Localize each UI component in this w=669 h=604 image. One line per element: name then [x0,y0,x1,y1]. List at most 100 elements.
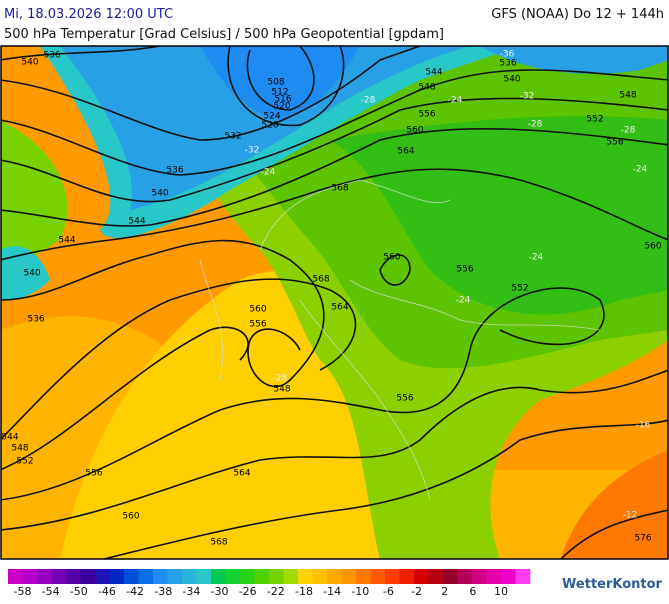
colorbar-swatch [182,569,197,584]
temperature-label: -28 [621,126,636,136]
colorbar-swatch [109,569,125,584]
contour-label: 564 [233,469,250,479]
contour-label: 556 [249,320,266,330]
contour-label: 532 [224,132,241,142]
contour-label: 556 [456,265,473,275]
colorbar-label: 10 [494,585,508,598]
colorbar-swatch [501,569,516,584]
colorbar-swatch [356,569,371,584]
colorbar-swatch [22,569,38,584]
colorbar-swatch [225,569,241,584]
colorbar-label: -30 [211,585,229,598]
colorbar-swatch [80,569,96,584]
contour-label: 540 [23,269,40,279]
colorbar-label: -26 [239,585,257,598]
colorbar-swatch [370,569,386,584]
colorbar-label: -50 [70,585,88,598]
colorbar-swatch [37,569,52,584]
contour-label: 536 [499,59,516,69]
colorbar-swatch [153,569,168,584]
colorbar-swatch [240,569,255,584]
contour-label: 544 [1,433,18,443]
brand-logo: WetterKontor [562,577,663,592]
contour-label: 556 [396,394,413,404]
contour-label: 548 [11,444,28,454]
colorbar-swatch [385,569,400,584]
colorbar-swatch [283,569,299,584]
contour-label: 536 [27,315,44,325]
temperature-label: -24 [261,168,276,178]
temperature-label: -28 [361,96,376,106]
colorbar-swatch [341,569,357,584]
colorbar-swatch [51,569,67,584]
colorbar-label: -14 [323,585,341,598]
contour-label: 560 [122,512,139,522]
date-label: Mi, 18.03.2026 12:00 UTC [4,7,173,22]
colorbar-swatch [486,569,502,584]
model-label: GFS (NOAA) Do 12 + 144h [491,7,664,22]
temperature-label: -28 [528,120,543,130]
colorbar-swatch [66,569,81,584]
contour-label: 540 [21,58,38,68]
colorbar-label: -18 [295,585,313,598]
temperature-label: -24 [456,296,471,306]
colorbar-label: -38 [154,585,172,598]
contour-label: 552 [16,457,33,467]
colorbar-swatch [399,569,415,584]
temperature-label: -12 [623,511,638,521]
colorbar-swatch [269,569,284,584]
colorbar-swatch [298,569,313,584]
temperature-label: -24 [448,96,463,106]
colorbar-label: -34 [182,585,200,598]
contour-label: 552 [511,284,528,294]
colorbar-label: -54 [42,585,60,598]
colorbar-swatch [327,569,342,584]
colorbar-swatch [515,569,531,584]
colorbar-swatch [196,569,212,584]
contour-label: 556 [606,138,623,148]
colorbar-label: -6 [383,585,394,598]
colorbar-swatch [138,569,154,584]
contour-label: 516 [274,95,291,105]
colorbar-swatch [254,569,270,584]
map: 5365405085125165205245285325365405445445… [0,45,669,560]
temperature-label: -36 [500,50,515,60]
contour-label: 548 [418,83,435,93]
contour-label: 576 [634,534,651,544]
contour-label: 524 [263,112,280,122]
colorbar-swatch [443,569,458,584]
contour-label: 568 [312,275,329,285]
temperature-label: -24 [633,165,648,175]
colorbar-swatch [312,569,328,584]
contour-label: 548 [273,385,290,395]
contour-label: 556 [418,110,435,120]
colorbar-label: -46 [98,585,116,598]
colorbar-label: -2 [411,585,422,598]
subtitle: 500 hPa Temperatur [Grad Celsius] / 500 … [4,27,444,42]
colorbar-swatch [472,569,487,584]
contour-label: 536 [166,166,183,176]
temperature-label: -28 [273,374,288,384]
colorbar-swatch [428,569,444,584]
colorbar-label: 6 [469,585,476,598]
contour-label: 568 [331,184,348,194]
contour-label: 552 [586,115,603,125]
contour-label: 560 [406,126,423,136]
contour-label: 512 [271,88,288,98]
colorbar-swatch [414,569,429,584]
contour-label: 560 [249,305,266,315]
colorbar-label: -10 [351,585,369,598]
colorbar-swatch [95,569,110,584]
colorbar-swatch [124,569,139,584]
contour-label: 544 [58,236,75,246]
contour-label: 508 [267,78,284,88]
colorbar-label: -22 [267,585,285,598]
colorbar: -58 -54 -50 -46 -42 -38 -34 -30 -26 -22 -18 -14 -10-… [8,569,531,598]
contour-label: 568 [210,538,227,548]
temperature-label: -16 [636,421,651,431]
contour-label: 564 [397,147,414,157]
contour-label: 564 [331,303,348,313]
colorbar-swatch [8,569,23,584]
contour-label: 528 [261,121,278,131]
